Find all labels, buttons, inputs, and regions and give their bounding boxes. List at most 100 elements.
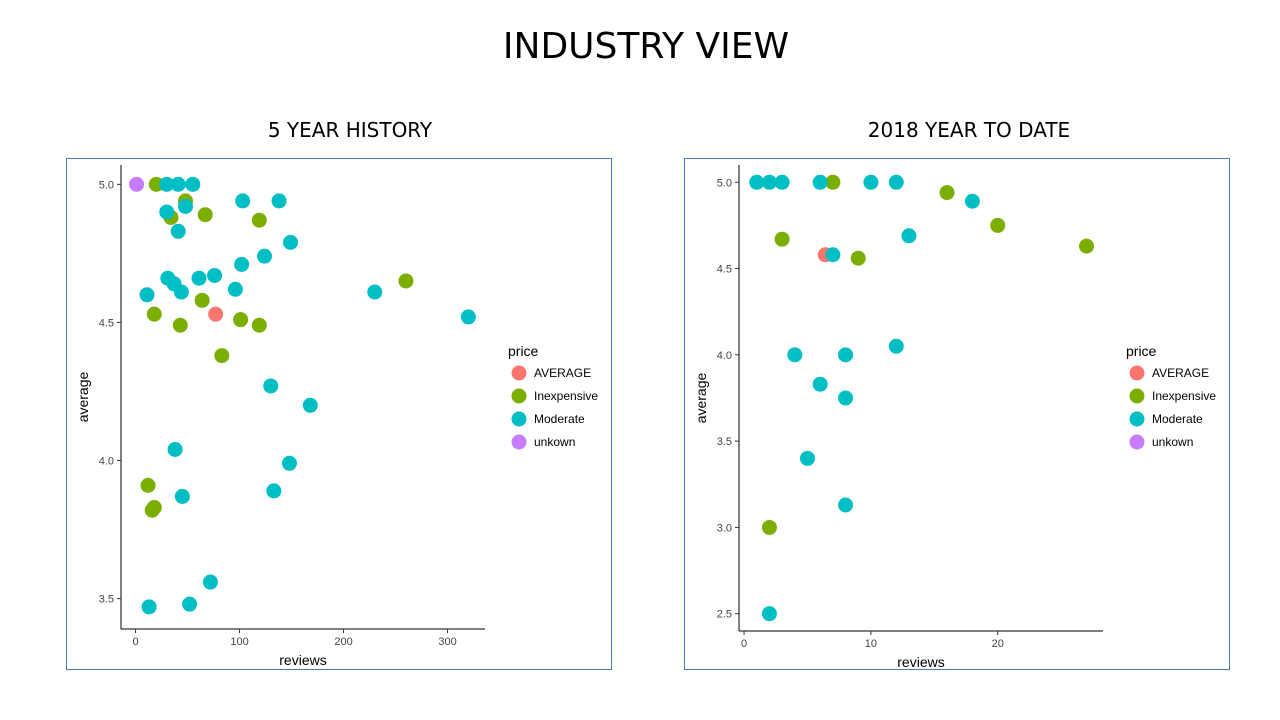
point-inexpensive <box>825 174 841 190</box>
legend-label-unkown: unkown <box>1152 435 1193 449</box>
chart-panel-2018-ytd: 0 10 20 2.5 3.0 3.5 4.0 4.5 5.0 reviews average pri… <box>684 158 1230 670</box>
point-moderate <box>888 174 904 190</box>
point-moderate <box>838 347 854 363</box>
chart-panel-5-year-history: 0 100 200 300 3.5 4.0 4.5 5.0 reviews average pric… <box>66 158 612 670</box>
x-tick-label: 0 <box>741 638 747 650</box>
legend-title: price <box>1126 343 1157 359</box>
x-tick-label: 20 <box>992 638 1004 650</box>
point-moderate <box>235 193 251 209</box>
legend-label-moderate: Moderate <box>1152 412 1203 426</box>
y-tick-label: 4.5 <box>717 264 732 276</box>
point-inexpensive <box>172 317 188 333</box>
point-moderate <box>787 347 803 363</box>
point-inexpensive <box>761 519 777 535</box>
point-moderate <box>207 267 223 283</box>
point-moderate <box>761 174 777 190</box>
point-moderate <box>799 450 815 466</box>
point-moderate <box>964 193 980 209</box>
point-inexpensive <box>144 502 160 518</box>
y-tick-label: 4.0 <box>717 350 732 362</box>
point-moderate <box>234 256 250 272</box>
point-moderate <box>460 309 476 325</box>
legend-swatch-average <box>1129 365 1145 381</box>
point-moderate <box>749 174 765 190</box>
point-moderate <box>170 223 186 239</box>
point-inexpensive <box>214 348 230 364</box>
point-moderate <box>139 287 155 303</box>
x-tick-label: 200 <box>334 636 352 648</box>
point-moderate <box>838 390 854 406</box>
y-tick-label: 4.5 <box>99 317 114 329</box>
legend-title: price <box>508 343 539 359</box>
point-inexpensive <box>148 176 164 192</box>
legend-swatch-average <box>511 365 527 381</box>
scatter-plot-5-year-history: 0 100 200 300 3.5 4.0 4.5 5.0 reviews average pric… <box>75 165 598 668</box>
x-axis-title: reviews <box>279 652 326 668</box>
legend-label-average: AVERAGE <box>1152 366 1209 380</box>
point-moderate <box>170 176 186 192</box>
y-axis-title: average <box>693 372 709 423</box>
y-tick-label: 3.5 <box>99 594 114 606</box>
y-tick-label: 3.5 <box>717 436 732 448</box>
point-unkown <box>129 176 145 192</box>
point-inexpensive <box>251 317 267 333</box>
legend-label-unkown: unkown <box>534 435 575 449</box>
legend-label-inexpensive: Inexpensive <box>534 389 598 403</box>
point-moderate <box>774 174 790 190</box>
point-moderate <box>177 198 193 214</box>
legend-swatch-moderate <box>1129 411 1145 427</box>
point-moderate <box>173 284 189 300</box>
point-moderate <box>159 204 175 220</box>
y-tick-label: 3.0 <box>717 522 732 534</box>
point-moderate <box>271 193 287 209</box>
x-tick-label: 0 <box>132 636 138 648</box>
point-moderate <box>812 376 828 392</box>
x-tick-label: 100 <box>230 636 248 648</box>
page-title: INDUSTRY VIEW <box>502 26 790 67</box>
point-inexpensive <box>140 477 156 493</box>
point-inexpensive <box>939 185 955 201</box>
point-inexpensive <box>146 306 162 322</box>
point-moderate <box>281 455 297 471</box>
y-tick-label: 2.5 <box>717 609 732 621</box>
point-moderate <box>283 234 299 250</box>
point-moderate <box>182 596 198 612</box>
point-moderate <box>901 228 917 244</box>
point-moderate <box>838 497 854 513</box>
point-inexpensive <box>398 273 414 289</box>
point-inexpensive <box>1079 238 1095 254</box>
legend-label-average: AVERAGE <box>534 366 591 380</box>
point-moderate <box>185 176 201 192</box>
point-inexpensive <box>251 212 267 228</box>
y-tick-label: 5.0 <box>99 179 114 191</box>
point-inexpensive <box>197 207 213 223</box>
point-moderate <box>825 247 841 263</box>
y-tick-label: 5.0 <box>717 177 732 189</box>
chart-title-5-year-history: 5 YEAR HISTORY <box>267 118 433 142</box>
point-moderate <box>263 378 279 394</box>
point-moderate <box>761 606 777 622</box>
point-inexpensive <box>990 217 1006 233</box>
point-average <box>208 306 224 322</box>
legend-label-moderate: Moderate <box>534 412 585 426</box>
x-tick-label: 300 <box>438 636 456 648</box>
point-moderate <box>202 574 218 590</box>
point-moderate <box>167 441 183 457</box>
point-inexpensive <box>774 231 790 247</box>
x-tick-label: 10 <box>865 638 877 650</box>
point-moderate <box>191 270 207 286</box>
point-moderate <box>812 174 828 190</box>
point-moderate <box>302 397 318 413</box>
point-moderate <box>367 284 383 300</box>
point-moderate <box>888 338 904 354</box>
legend-swatch-moderate <box>511 411 527 427</box>
legend-swatch-unkown <box>511 434 527 450</box>
y-axis-title: average <box>75 371 91 422</box>
point-inexpensive <box>850 250 866 266</box>
point-moderate <box>863 174 879 190</box>
point-moderate <box>159 176 175 192</box>
y-tick-label: 4.0 <box>99 456 114 468</box>
legend-label-inexpensive: Inexpensive <box>1152 389 1216 403</box>
x-axis-title: reviews <box>897 654 944 670</box>
legend-swatch-inexpensive <box>1129 388 1145 404</box>
